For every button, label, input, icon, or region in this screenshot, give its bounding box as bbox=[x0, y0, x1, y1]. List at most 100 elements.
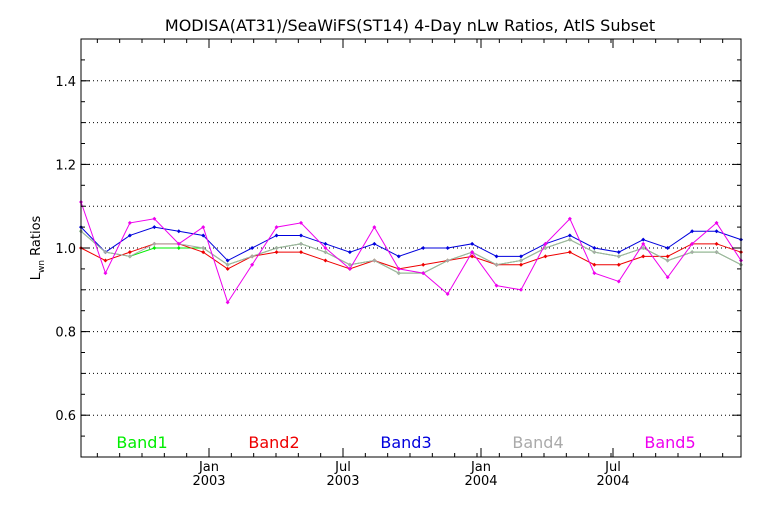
data-point bbox=[176, 246, 181, 250]
chart-title: MODISA(AT31)/SeaWiFS(ST14) 4-Day nLw Rat… bbox=[165, 16, 655, 35]
data-point bbox=[616, 279, 621, 284]
data-point bbox=[201, 250, 206, 255]
legend-entry: Band5 bbox=[644, 433, 695, 452]
data-point bbox=[567, 216, 572, 221]
x-tick-year: 2004 bbox=[596, 474, 629, 489]
data-point bbox=[470, 254, 475, 259]
data-point bbox=[690, 241, 695, 246]
data-point bbox=[347, 250, 352, 255]
data-point bbox=[421, 246, 426, 250]
data-point bbox=[274, 225, 279, 230]
data-point bbox=[127, 233, 132, 238]
data-point bbox=[592, 271, 597, 276]
data-point bbox=[250, 254, 255, 259]
data-point bbox=[201, 225, 206, 230]
series-line bbox=[80, 243, 742, 270]
data-point bbox=[665, 254, 670, 259]
data-point bbox=[543, 241, 548, 246]
y-tick-label: 0.6 bbox=[55, 409, 76, 424]
y-axis-label-main: L bbox=[29, 272, 44, 280]
data-point bbox=[225, 258, 230, 263]
data-point bbox=[641, 254, 646, 259]
data-point bbox=[543, 246, 548, 250]
series-band5 bbox=[79, 200, 743, 305]
data-point bbox=[176, 241, 181, 246]
data-point bbox=[323, 246, 328, 250]
data-point bbox=[714, 220, 719, 225]
data-point bbox=[201, 233, 206, 238]
data-point bbox=[299, 220, 303, 225]
data-point bbox=[445, 246, 450, 250]
x-tick-year: 2004 bbox=[464, 474, 497, 489]
x-tick-month: Jan bbox=[470, 460, 491, 475]
data-point bbox=[567, 233, 572, 238]
data-point bbox=[299, 250, 303, 255]
data-point bbox=[592, 262, 597, 267]
series-line bbox=[80, 226, 742, 262]
data-point bbox=[714, 250, 719, 255]
data-point bbox=[494, 283, 499, 288]
data-point bbox=[152, 241, 157, 246]
data-point bbox=[250, 262, 255, 267]
data-point bbox=[176, 229, 181, 234]
data-point bbox=[152, 216, 157, 221]
data-point bbox=[201, 246, 206, 250]
data-point bbox=[567, 237, 572, 242]
svg-text:Lwn Ratios: Lwn Ratios bbox=[29, 215, 47, 280]
series-band3 bbox=[79, 225, 743, 263]
data-point bbox=[152, 246, 157, 250]
data-point bbox=[445, 258, 450, 263]
data-point bbox=[274, 246, 279, 250]
series-band4 bbox=[79, 229, 743, 276]
data-point bbox=[592, 246, 597, 250]
data-point bbox=[299, 233, 303, 238]
y-tick-label: 1.4 bbox=[55, 75, 76, 90]
y-axis-label-sub: wn bbox=[37, 260, 47, 273]
x-tick-month: Jul bbox=[604, 460, 621, 475]
x-tick-year: 2003 bbox=[192, 474, 225, 489]
data-point bbox=[470, 250, 475, 255]
data-point bbox=[665, 246, 670, 250]
data-point bbox=[299, 241, 303, 246]
data-point bbox=[127, 254, 132, 259]
y-tick-label: 0.8 bbox=[55, 326, 76, 341]
y-axis-label-rest: Ratios bbox=[29, 215, 44, 260]
data-point bbox=[103, 258, 108, 263]
data-point bbox=[690, 250, 695, 255]
legend-entry: Band1 bbox=[116, 433, 167, 452]
data-point bbox=[372, 258, 377, 263]
data-point bbox=[347, 266, 352, 271]
series-line bbox=[80, 201, 742, 304]
data-point bbox=[372, 241, 377, 246]
y-axis-label: Lwn Ratios bbox=[29, 215, 47, 280]
data-point bbox=[714, 229, 719, 234]
y-tick-label: 1.2 bbox=[55, 158, 76, 173]
data-point bbox=[519, 262, 523, 267]
series-lines bbox=[79, 200, 743, 305]
data-point bbox=[372, 225, 377, 230]
data-point bbox=[519, 254, 523, 259]
data-point bbox=[274, 250, 279, 255]
data-point bbox=[690, 229, 695, 234]
x-tick-month: Jan bbox=[198, 460, 219, 475]
legend: Band1 Band2 Band3 Band4 Band5 bbox=[116, 433, 695, 452]
data-point bbox=[714, 241, 719, 246]
data-point bbox=[519, 287, 523, 292]
data-point bbox=[616, 254, 621, 259]
data-point bbox=[567, 250, 572, 255]
legend-entry: Band4 bbox=[512, 433, 563, 452]
data-point bbox=[421, 271, 426, 276]
data-point bbox=[347, 262, 352, 267]
data-point bbox=[641, 241, 646, 246]
data-point bbox=[616, 262, 621, 267]
data-point bbox=[396, 271, 401, 276]
data-point bbox=[494, 262, 499, 267]
data-point bbox=[250, 246, 255, 250]
data-point bbox=[323, 241, 328, 246]
y-tick-label: 1.0 bbox=[55, 242, 76, 257]
data-point bbox=[445, 291, 450, 296]
data-point bbox=[519, 258, 523, 263]
data-point bbox=[665, 275, 670, 280]
legend-entry: Band3 bbox=[380, 433, 431, 452]
